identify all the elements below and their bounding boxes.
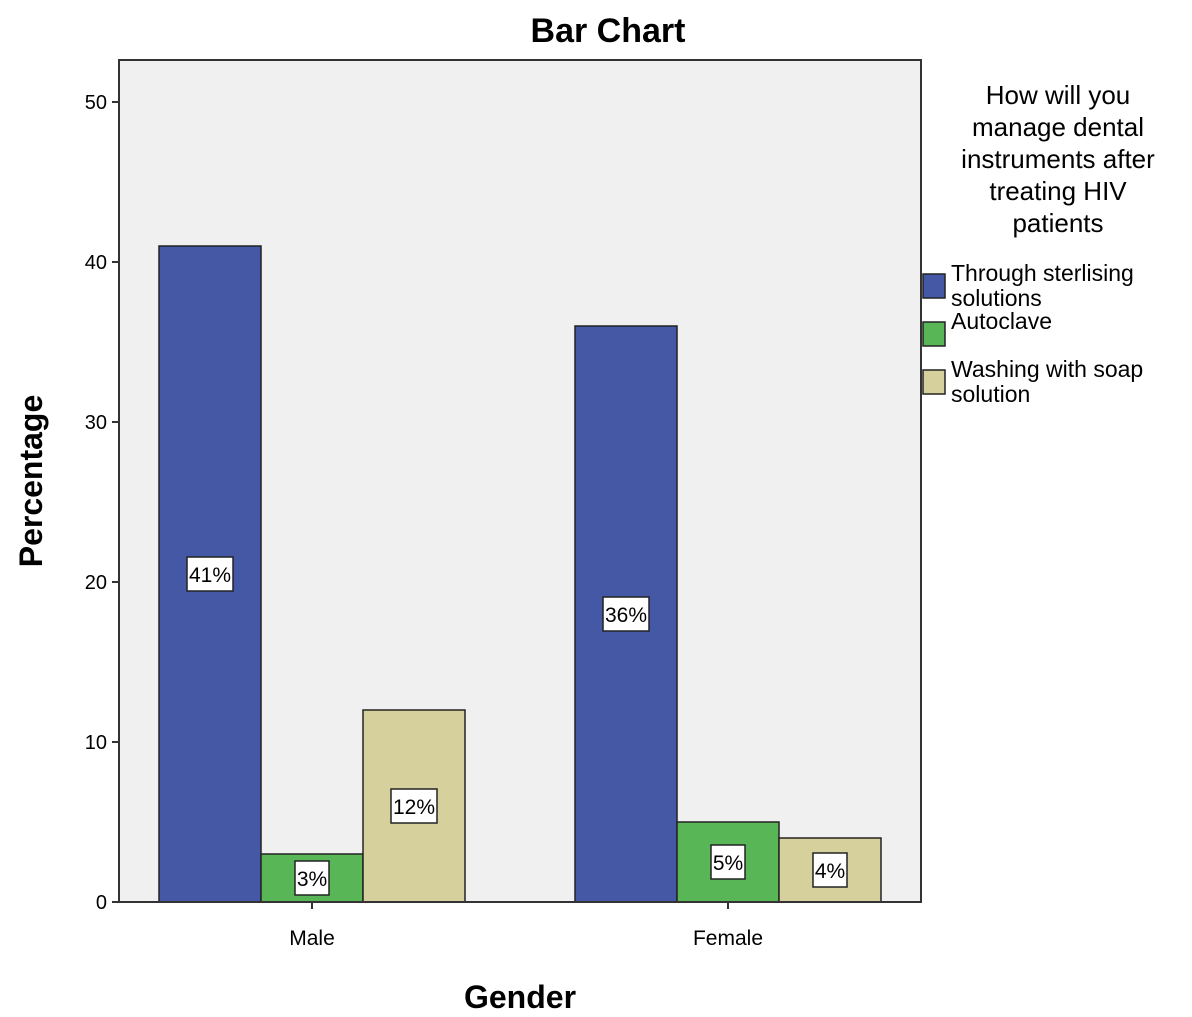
legend-title-line: instruments after [961, 144, 1155, 174]
legend-title-line: patients [1012, 208, 1103, 238]
legend-label: solution [951, 381, 1030, 407]
legend-title-line: treating HIV [989, 176, 1127, 206]
legend-label: Washing with soap [951, 356, 1143, 382]
data-label: 3% [297, 868, 327, 891]
data-label: 4% [815, 860, 845, 883]
y-tick-label: 10 [85, 732, 107, 754]
x-axis: Male Female [119, 901, 921, 950]
legend-swatch [922, 273, 946, 299]
data-label-box [710, 844, 746, 880]
data-label-box [186, 556, 234, 592]
x-tick-label: Female [693, 927, 763, 950]
y-tick-label: 50 [85, 92, 107, 114]
data-label-box [812, 852, 848, 888]
y-tick-label: 30 [85, 412, 107, 434]
legend-label: Through sterlising [951, 260, 1134, 286]
data-label: 36% [605, 604, 647, 627]
data-label: 12% [393, 796, 435, 819]
y-tick-label: 0 [96, 892, 107, 914]
y-axis-title: Percentage [13, 395, 49, 568]
bars: 41% 3% 12% 36% 5% 4% [158, 245, 882, 903]
legend-label: solutions [951, 285, 1042, 311]
x-tick-label: Male [289, 927, 335, 950]
chart-title: Bar Chart [531, 12, 686, 50]
y-tick-label: 20 [85, 572, 107, 594]
data-label: 41% [189, 564, 231, 587]
data-label: 5% [713, 852, 743, 875]
x-axis-title: Gender [464, 979, 576, 1012]
y-tick-label: 40 [85, 252, 107, 274]
legend-label: Autoclave [951, 308, 1052, 334]
legend-title-line: How will you [986, 80, 1131, 110]
legend-swatch [922, 321, 946, 347]
data-label-box [602, 596, 650, 632]
legend-swatch [922, 369, 946, 395]
data-label-box [390, 788, 438, 824]
legend-title-line: manage dental [972, 112, 1144, 142]
y-axis: 0 10 20 30 40 50 [85, 60, 120, 914]
data-label-box [294, 860, 330, 896]
